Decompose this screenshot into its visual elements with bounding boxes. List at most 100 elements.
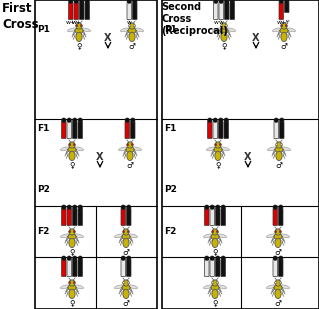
Text: w: w <box>219 20 224 26</box>
Text: F1: F1 <box>37 124 49 133</box>
Ellipse shape <box>123 238 129 248</box>
Text: ♂: ♂ <box>275 299 281 308</box>
Circle shape <box>74 0 78 3</box>
Text: ♂: ♂ <box>122 299 130 308</box>
Ellipse shape <box>123 289 129 298</box>
FancyBboxPatch shape <box>78 260 83 277</box>
Ellipse shape <box>68 234 76 240</box>
Ellipse shape <box>274 234 282 240</box>
Ellipse shape <box>286 28 296 32</box>
FancyBboxPatch shape <box>69 2 73 19</box>
Ellipse shape <box>73 143 75 146</box>
Ellipse shape <box>219 143 221 146</box>
FancyBboxPatch shape <box>78 209 83 226</box>
Ellipse shape <box>216 281 218 284</box>
Ellipse shape <box>128 28 136 34</box>
FancyBboxPatch shape <box>221 260 226 277</box>
Ellipse shape <box>133 24 135 27</box>
FancyBboxPatch shape <box>230 2 234 19</box>
Circle shape <box>72 256 77 260</box>
FancyBboxPatch shape <box>224 121 228 138</box>
Ellipse shape <box>129 32 135 42</box>
Ellipse shape <box>69 238 75 248</box>
Text: X: X <box>104 33 112 43</box>
Circle shape <box>130 118 135 122</box>
Ellipse shape <box>275 281 277 284</box>
Ellipse shape <box>275 231 277 233</box>
FancyBboxPatch shape <box>207 121 212 138</box>
Ellipse shape <box>279 231 281 233</box>
Circle shape <box>79 0 84 3</box>
Ellipse shape <box>73 231 75 233</box>
Ellipse shape <box>81 28 91 32</box>
Ellipse shape <box>126 146 134 153</box>
Ellipse shape <box>275 289 281 298</box>
Text: w+: w+ <box>71 20 81 26</box>
Text: w: w <box>213 20 218 26</box>
Text: F2: F2 <box>164 226 176 235</box>
Ellipse shape <box>274 285 282 291</box>
Circle shape <box>67 205 71 210</box>
Circle shape <box>204 205 209 210</box>
Circle shape <box>129 23 135 29</box>
FancyBboxPatch shape <box>219 2 224 19</box>
Bar <box>35 0 157 309</box>
Circle shape <box>76 23 82 29</box>
Ellipse shape <box>73 281 75 284</box>
Ellipse shape <box>69 151 75 161</box>
Text: w+: w+ <box>66 20 76 26</box>
Circle shape <box>273 256 278 260</box>
Circle shape <box>210 205 215 210</box>
FancyBboxPatch shape <box>225 2 229 19</box>
Ellipse shape <box>215 151 221 161</box>
Ellipse shape <box>266 234 276 238</box>
Circle shape <box>215 205 220 210</box>
Ellipse shape <box>69 143 71 146</box>
Text: ♂: ♂ <box>281 42 287 51</box>
Ellipse shape <box>212 238 218 248</box>
FancyBboxPatch shape <box>274 121 278 138</box>
FancyBboxPatch shape <box>132 2 137 19</box>
Circle shape <box>85 0 90 3</box>
Text: ♀: ♀ <box>221 42 227 51</box>
Ellipse shape <box>75 28 83 34</box>
Ellipse shape <box>211 285 219 291</box>
Ellipse shape <box>80 24 82 27</box>
Circle shape <box>213 118 218 122</box>
Ellipse shape <box>212 281 214 284</box>
Text: ♂: ♂ <box>275 248 281 257</box>
Circle shape <box>281 23 287 29</box>
Ellipse shape <box>212 28 221 32</box>
Circle shape <box>221 256 226 260</box>
Circle shape <box>212 280 218 286</box>
Text: P2: P2 <box>164 184 177 193</box>
FancyBboxPatch shape <box>62 209 66 226</box>
Ellipse shape <box>276 143 278 146</box>
FancyBboxPatch shape <box>121 209 125 226</box>
Text: P1: P1 <box>164 24 177 33</box>
Circle shape <box>123 280 129 286</box>
FancyBboxPatch shape <box>127 209 131 226</box>
Circle shape <box>121 205 126 210</box>
Ellipse shape <box>127 231 129 233</box>
Ellipse shape <box>214 146 222 153</box>
Ellipse shape <box>74 285 84 289</box>
FancyBboxPatch shape <box>125 121 130 138</box>
Circle shape <box>204 256 209 260</box>
Ellipse shape <box>121 28 130 32</box>
Ellipse shape <box>212 289 218 298</box>
Circle shape <box>125 118 130 122</box>
Circle shape <box>72 205 77 210</box>
Ellipse shape <box>280 28 288 34</box>
Ellipse shape <box>275 238 281 248</box>
Text: ♂: ♂ <box>122 248 130 257</box>
Text: ♀: ♀ <box>69 161 75 170</box>
Ellipse shape <box>204 234 212 238</box>
Ellipse shape <box>122 285 130 291</box>
FancyBboxPatch shape <box>216 209 220 226</box>
Ellipse shape <box>204 285 212 289</box>
Circle shape <box>67 118 71 122</box>
FancyBboxPatch shape <box>204 209 209 226</box>
FancyBboxPatch shape <box>72 121 77 138</box>
FancyBboxPatch shape <box>204 260 209 277</box>
